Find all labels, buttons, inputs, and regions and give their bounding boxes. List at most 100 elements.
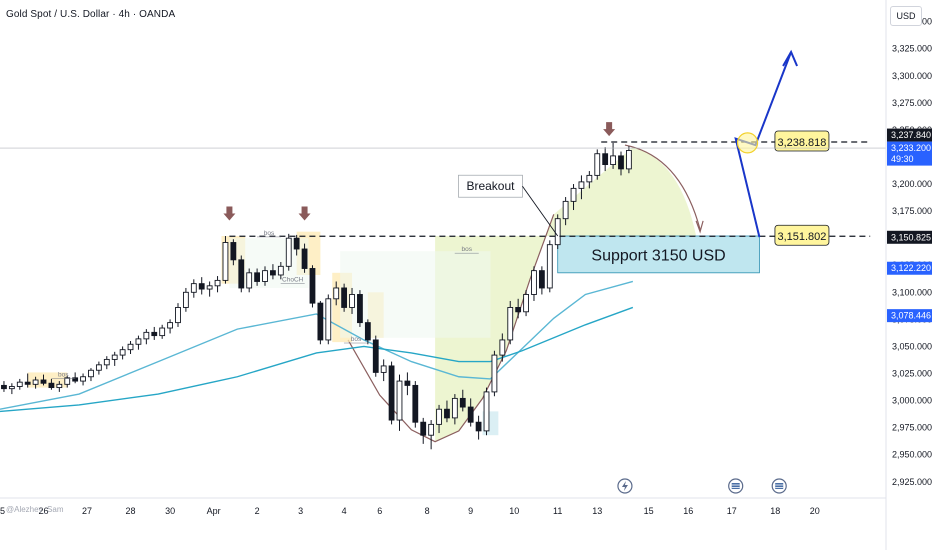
candle-body-down <box>475 421 482 432</box>
candle[interactable] <box>56 381 63 392</box>
level-label-box <box>774 224 830 246</box>
x-tick-label: 2 <box>255 506 260 516</box>
candle[interactable] <box>357 290 363 327</box>
lightning-icon[interactable] <box>617 478 633 494</box>
candle[interactable] <box>562 197 569 226</box>
candle[interactable] <box>523 290 529 317</box>
candle[interactable] <box>270 264 276 280</box>
candle[interactable] <box>167 319 173 334</box>
candle[interactable] <box>420 417 427 444</box>
candle[interactable] <box>64 375 71 388</box>
candle[interactable] <box>459 389 466 412</box>
candle[interactable] <box>388 361 395 425</box>
candle[interactable] <box>8 383 15 395</box>
x-tick-label: 27 <box>82 506 92 516</box>
candle[interactable] <box>594 149 601 180</box>
candle[interactable] <box>262 266 268 286</box>
candle[interactable] <box>610 142 616 169</box>
candle-body-up <box>56 383 63 389</box>
candle[interactable] <box>333 281 340 306</box>
candle[interactable] <box>32 376 39 389</box>
candle[interactable] <box>222 236 229 284</box>
candle[interactable] <box>491 350 498 397</box>
candle[interactable] <box>428 420 435 450</box>
candle[interactable] <box>80 373 86 386</box>
candle[interactable] <box>380 359 387 382</box>
candle-body-up <box>32 379 39 385</box>
candle[interactable] <box>309 265 316 308</box>
candle-body-up <box>333 287 340 300</box>
candle[interactable] <box>72 372 79 384</box>
calendar-flag-icon[interactable] <box>771 478 787 494</box>
candle[interactable] <box>119 346 126 360</box>
candle[interactable] <box>538 266 545 295</box>
candle-body-up <box>277 265 284 276</box>
candle[interactable] <box>586 171 593 189</box>
candle[interactable] <box>396 374 403 431</box>
y-tick-label: 3,050.000 <box>892 341 932 351</box>
candle[interactable] <box>341 283 348 312</box>
candle[interactable] <box>135 335 142 350</box>
candle[interactable] <box>625 146 632 174</box>
candle[interactable] <box>364 319 371 345</box>
candle[interactable] <box>301 243 308 273</box>
candle[interactable] <box>285 233 292 271</box>
candle[interactable] <box>95 361 102 375</box>
candle[interactable] <box>499 333 506 362</box>
candle[interactable] <box>436 404 442 434</box>
candle[interactable] <box>578 175 585 200</box>
candle[interactable] <box>143 329 150 345</box>
candle[interactable] <box>602 147 609 172</box>
candle[interactable] <box>88 368 94 382</box>
candle[interactable] <box>277 261 284 280</box>
candle[interactable] <box>372 335 379 377</box>
candle[interactable] <box>618 151 624 176</box>
candle[interactable] <box>182 287 189 312</box>
candle[interactable] <box>451 394 458 425</box>
candle[interactable] <box>444 400 450 423</box>
candle[interactable] <box>412 381 419 428</box>
candle[interactable] <box>349 287 355 314</box>
candle[interactable] <box>24 373 31 388</box>
candle[interactable] <box>554 214 561 249</box>
candle[interactable] <box>190 279 197 298</box>
candle[interactable] <box>507 300 514 345</box>
candle[interactable] <box>325 294 332 345</box>
candle[interactable] <box>467 398 474 427</box>
candle-body-up <box>523 294 529 313</box>
currency-button[interactable]: USD <box>890 6 922 26</box>
candle-body-up <box>380 365 387 373</box>
handle-arrowhead <box>695 220 704 234</box>
candle[interactable] <box>198 277 205 295</box>
candle[interactable] <box>293 234 300 256</box>
candle[interactable] <box>531 266 537 301</box>
candle[interactable] <box>48 378 55 390</box>
candle[interactable] <box>238 255 245 293</box>
candle[interactable] <box>515 298 522 319</box>
candle[interactable] <box>127 341 134 355</box>
candle[interactable] <box>151 326 158 340</box>
candle-body-down <box>404 380 411 386</box>
candle[interactable] <box>570 184 577 211</box>
candle[interactable] <box>16 378 23 390</box>
candle[interactable] <box>206 281 213 297</box>
candle[interactable] <box>475 415 482 440</box>
x-tick-label: 17 <box>727 506 737 516</box>
candle[interactable] <box>230 239 237 266</box>
candle[interactable] <box>404 372 411 396</box>
candle[interactable] <box>214 276 221 293</box>
calendar-flag-icon[interactable] <box>728 478 744 494</box>
candle[interactable] <box>175 303 181 327</box>
candle[interactable] <box>317 300 324 345</box>
candle[interactable] <box>40 374 47 386</box>
candle[interactable] <box>246 268 253 293</box>
candle[interactable] <box>1 381 7 392</box>
candle[interactable] <box>103 356 110 370</box>
candle[interactable] <box>483 387 490 436</box>
candle[interactable] <box>546 240 553 293</box>
candle[interactable] <box>159 324 166 339</box>
candle[interactable] <box>254 268 261 286</box>
candle[interactable] <box>111 351 118 366</box>
